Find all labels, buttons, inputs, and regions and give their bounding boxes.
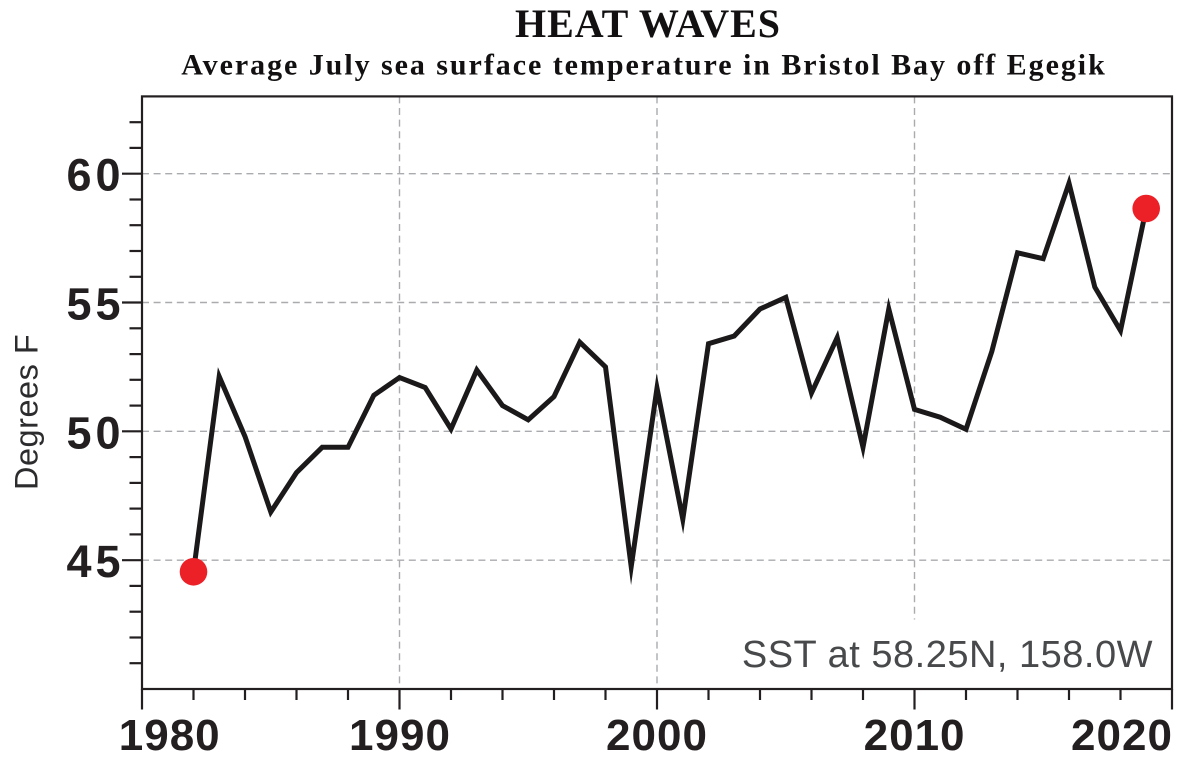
svg-text:2010: 2010 — [864, 711, 966, 760]
svg-text:Average July sea surface tempe: Average July sea surface temperature in … — [181, 49, 1106, 82]
svg-text:2000: 2000 — [606, 711, 708, 760]
svg-text:55: 55 — [66, 279, 124, 330]
svg-text:2020: 2020 — [1071, 711, 1173, 760]
svg-text:1990: 1990 — [349, 711, 451, 760]
svg-text:SST at 58.25N, 158.0W: SST at 58.25N, 158.0W — [742, 634, 1153, 676]
svg-text:50: 50 — [66, 407, 124, 458]
svg-text:Degrees F: Degrees F — [9, 334, 45, 490]
svg-text:60: 60 — [66, 150, 124, 201]
svg-text:45: 45 — [66, 536, 124, 587]
svg-text:HEAT WAVES: HEAT WAVES — [515, 1, 781, 46]
svg-text:1980: 1980 — [119, 711, 221, 760]
